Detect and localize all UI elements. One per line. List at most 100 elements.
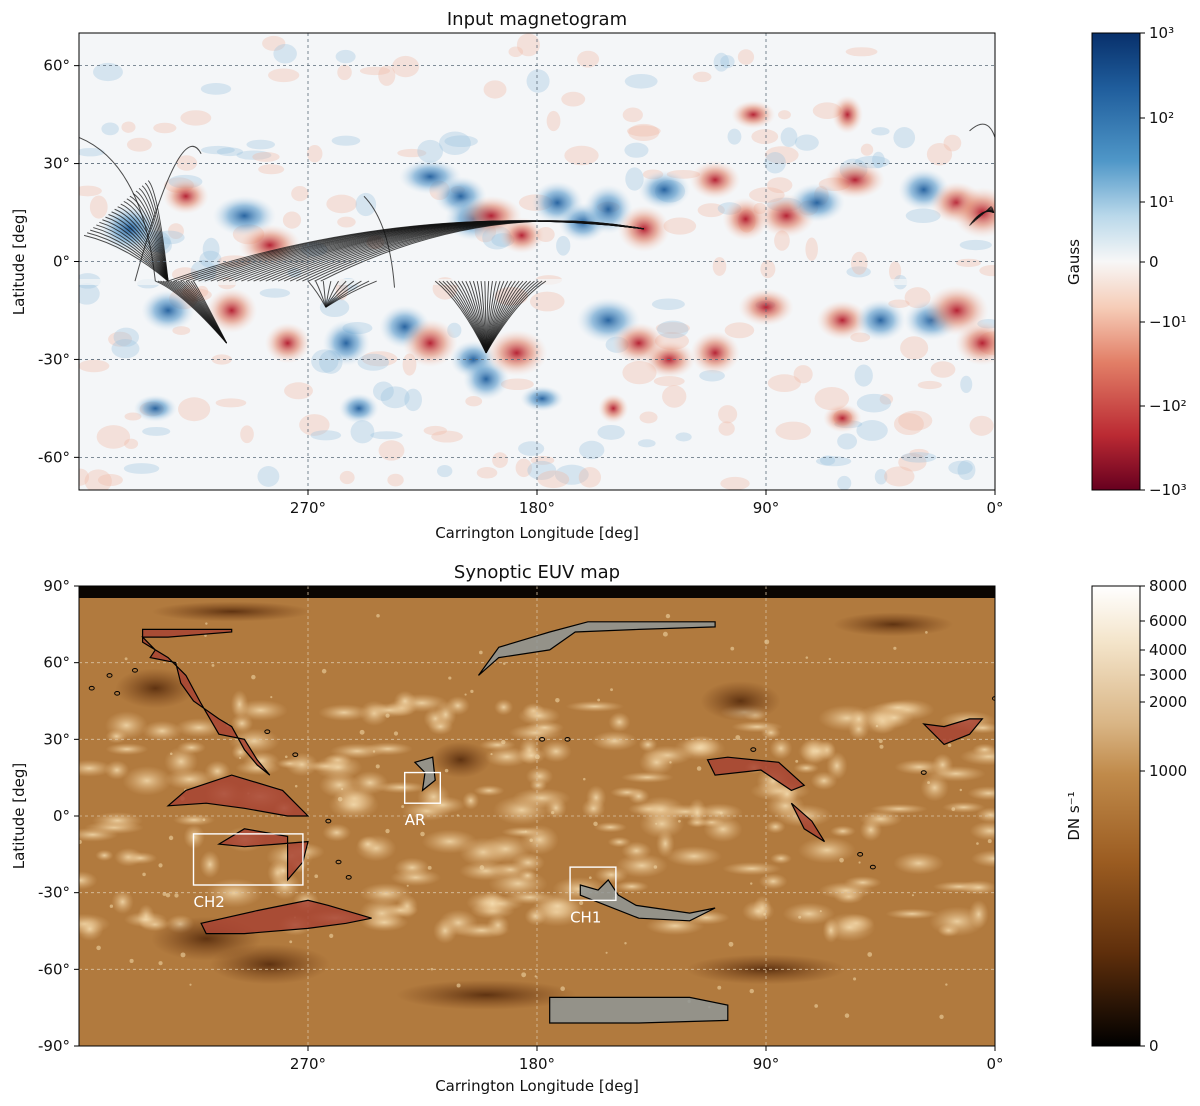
background-flux xyxy=(597,424,625,440)
annotation-box xyxy=(403,771,442,804)
bright-point xyxy=(764,639,770,645)
background-flux xyxy=(211,354,232,365)
background-flux xyxy=(909,448,929,458)
bright-loop xyxy=(975,807,995,823)
background-flux xyxy=(97,474,123,487)
background-flux xyxy=(720,55,735,69)
background-flux xyxy=(780,127,798,147)
background-flux xyxy=(200,145,235,155)
coronal-hole-region xyxy=(790,802,826,843)
negative-flux-region xyxy=(689,160,741,200)
bright-loop xyxy=(433,917,458,944)
bright-point xyxy=(819,910,822,913)
bright-loop xyxy=(79,759,113,777)
bright-loop xyxy=(105,729,128,744)
bright-loop xyxy=(639,809,685,839)
bright-point xyxy=(359,729,365,735)
background-flux xyxy=(845,47,878,57)
bright-loop xyxy=(393,690,417,712)
negative-flux-region xyxy=(485,329,548,377)
background-flux xyxy=(959,239,992,251)
y-tick-label: 60° xyxy=(43,654,70,672)
background-flux xyxy=(126,137,152,152)
background-flux xyxy=(805,237,818,261)
background-flux xyxy=(257,466,280,487)
y-tick-label: -30° xyxy=(38,884,70,902)
bright-point xyxy=(669,761,672,764)
magnetogram-ylabel: Latitude [deg] xyxy=(10,209,28,315)
background-flux xyxy=(577,50,600,68)
bright-point xyxy=(959,788,963,792)
bright-point xyxy=(524,830,527,833)
bright-point xyxy=(521,972,527,978)
background-flux xyxy=(240,425,254,444)
field-line xyxy=(325,280,377,308)
bright-loop xyxy=(459,861,513,881)
bright-point xyxy=(470,689,474,694)
negative-flux-region xyxy=(402,319,458,368)
background-flux xyxy=(879,393,894,405)
background-flux xyxy=(546,110,561,132)
bright-loop xyxy=(615,853,668,878)
bright-loop xyxy=(758,873,788,890)
colorbar-tick-label: 0 xyxy=(1149,253,1159,271)
background-flux xyxy=(955,258,982,267)
field-line xyxy=(102,219,169,282)
field-line xyxy=(79,136,156,282)
background-flux xyxy=(856,393,892,413)
bright-loop xyxy=(687,798,707,827)
background-flux xyxy=(564,145,599,166)
background-flux xyxy=(655,322,690,334)
background-flux xyxy=(439,131,471,155)
bright-loop xyxy=(770,852,792,865)
background-flux xyxy=(236,150,272,160)
bright-point xyxy=(814,1004,818,1008)
background-flux xyxy=(476,467,498,479)
bright-point xyxy=(798,915,802,919)
background-flux xyxy=(764,152,786,174)
bright-loop xyxy=(969,821,995,841)
coronal-hole-region xyxy=(166,774,310,817)
background-flux xyxy=(712,257,727,276)
y-tick-label: 90° xyxy=(43,577,70,595)
negative-flux-region xyxy=(722,197,769,241)
bright-point xyxy=(124,657,128,661)
background-flux xyxy=(898,410,933,431)
bright-loop xyxy=(765,820,786,834)
background-flux xyxy=(168,223,184,240)
background-flux xyxy=(284,382,313,400)
bright-point xyxy=(340,787,344,791)
field-line xyxy=(87,232,169,282)
background-flux xyxy=(79,468,90,486)
background-flux xyxy=(622,107,643,123)
bright-loop xyxy=(518,869,537,882)
background-flux xyxy=(889,261,902,282)
bright-loop xyxy=(91,811,143,830)
background-flux xyxy=(960,375,973,394)
background-flux xyxy=(84,469,112,490)
background-flux xyxy=(724,322,755,339)
field-line xyxy=(322,281,327,308)
bright-point xyxy=(204,634,207,637)
bright-point xyxy=(239,756,242,759)
bright-point xyxy=(588,876,592,880)
bright-point xyxy=(728,941,734,947)
background-flux xyxy=(718,421,735,436)
euv-title: Synoptic EUV map xyxy=(454,562,620,583)
bright-point xyxy=(858,861,861,864)
bright-point xyxy=(158,961,163,966)
field-line xyxy=(93,227,169,282)
background-flux xyxy=(378,440,405,461)
bright-loop xyxy=(123,851,158,865)
background-flux xyxy=(720,476,750,490)
background-flux xyxy=(516,33,540,57)
colorbar-tick-label: 6000 xyxy=(1149,612,1187,630)
background-flux xyxy=(215,398,247,408)
bright-loop xyxy=(79,871,98,890)
background-flux xyxy=(969,415,994,436)
background-flux xyxy=(89,195,108,219)
dark-region xyxy=(115,668,196,709)
bright-point xyxy=(610,688,613,692)
background-flux xyxy=(767,374,801,392)
